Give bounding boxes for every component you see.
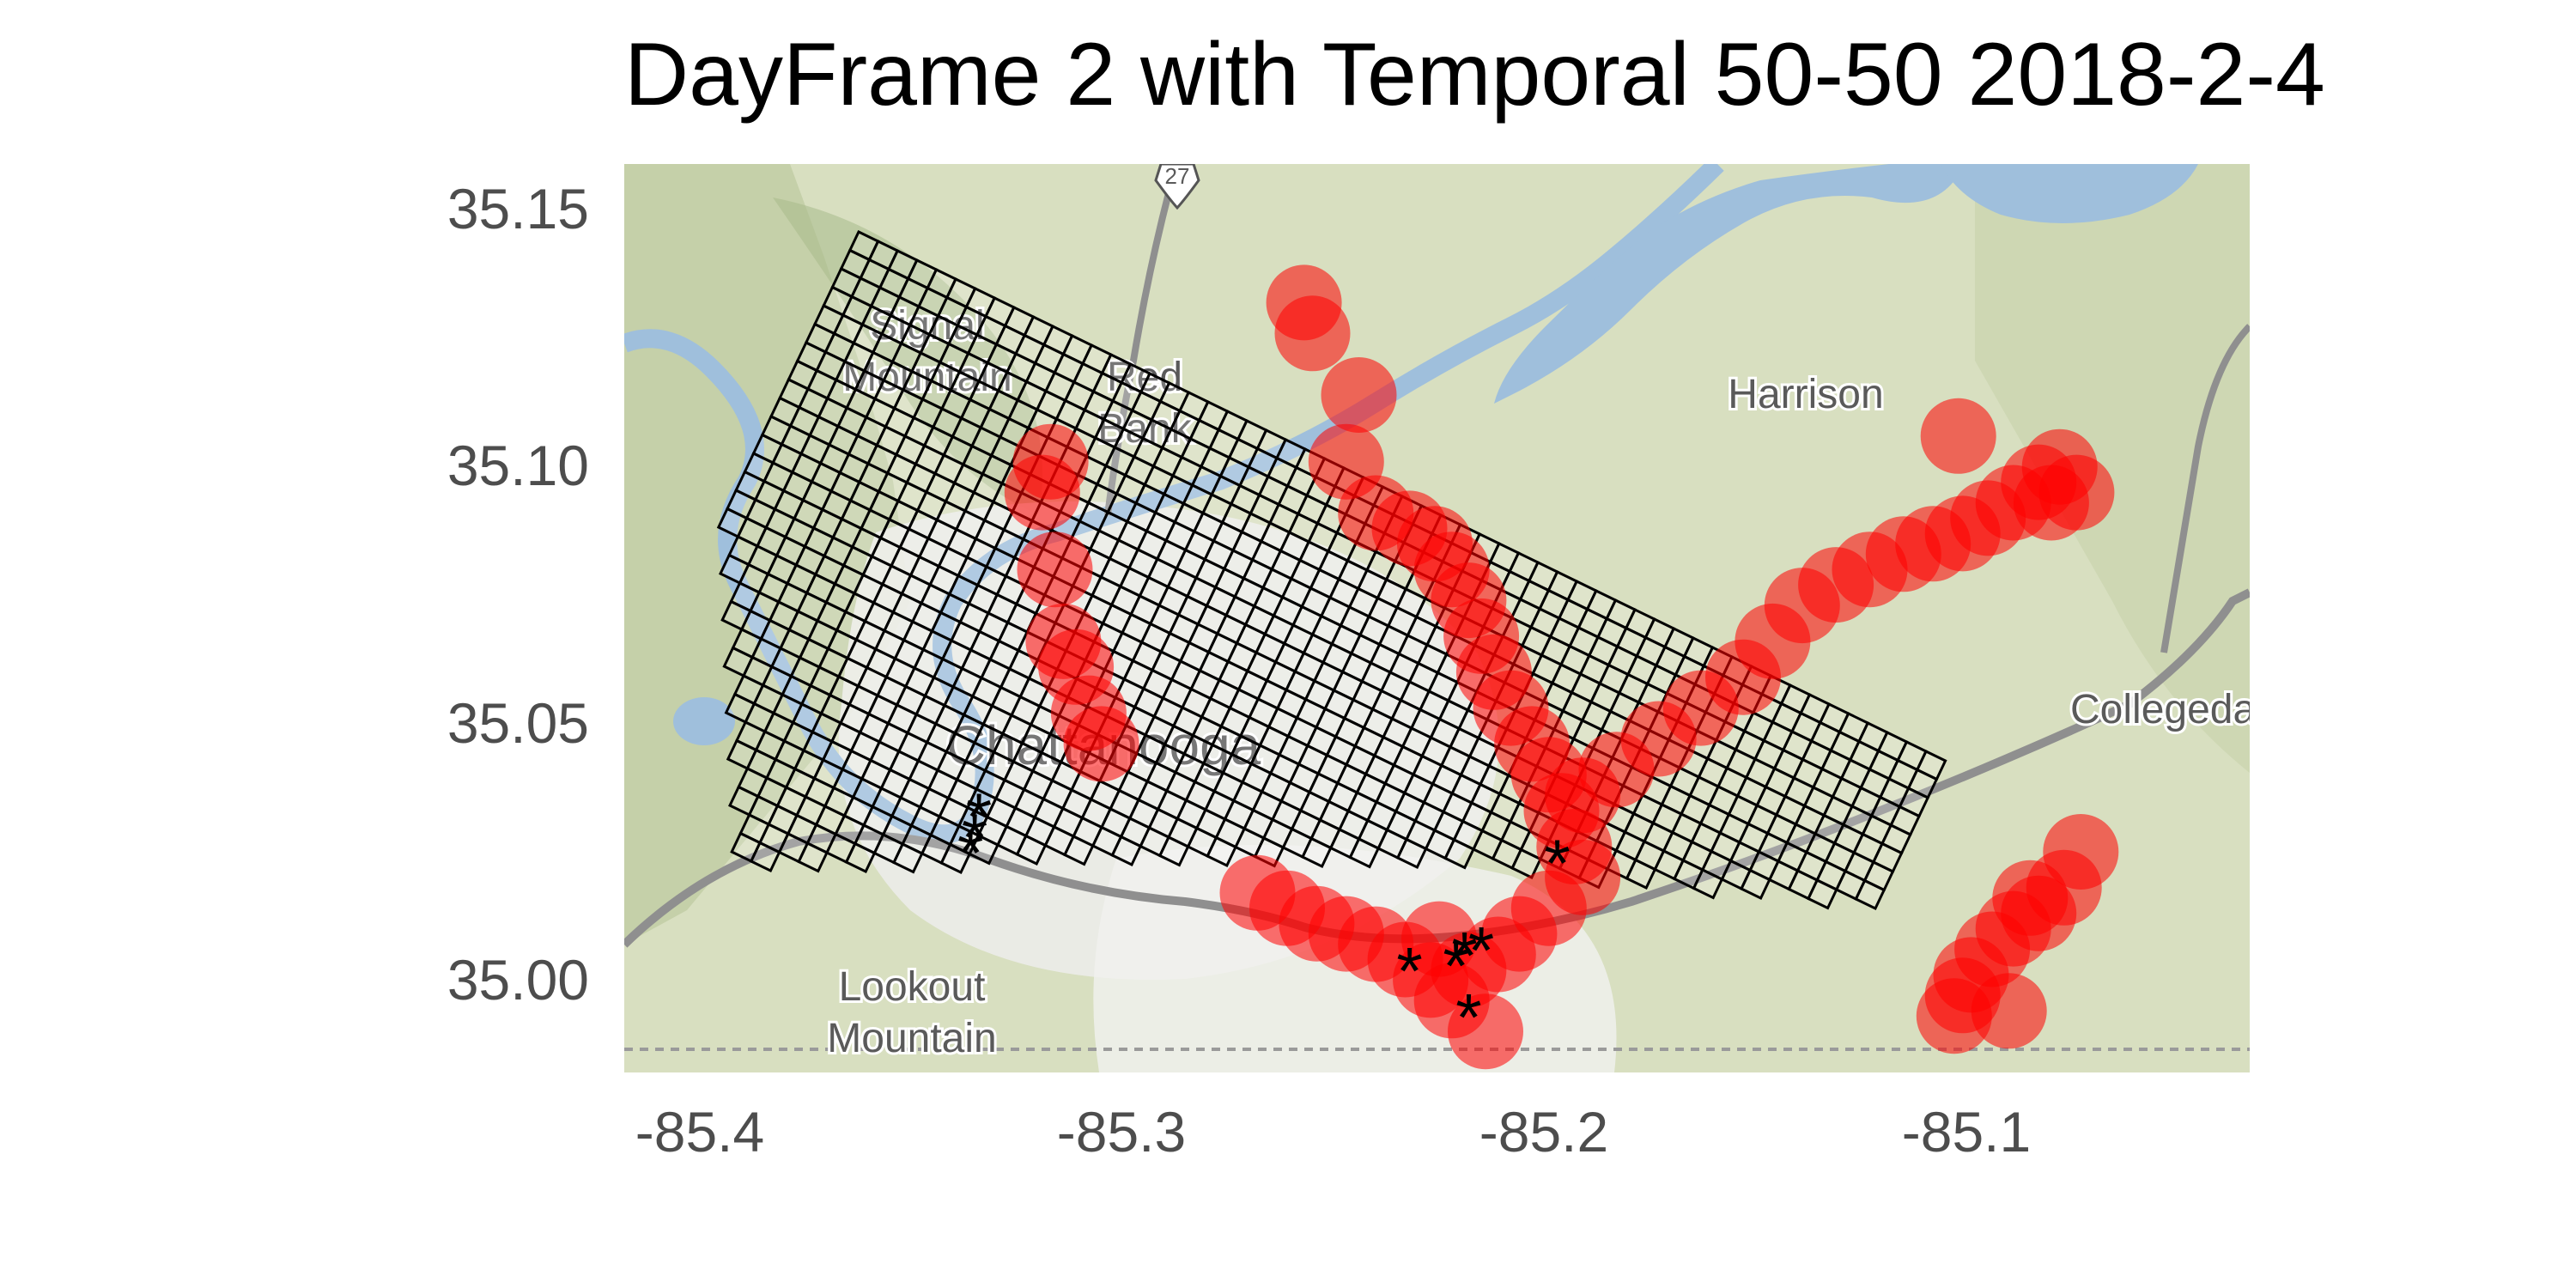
y-tick-label: 35.00 bbox=[447, 948, 589, 1012]
grid-cell bbox=[1395, 837, 1428, 870]
place-red-line1: Red bbox=[1107, 355, 1182, 400]
grid-cell bbox=[1692, 867, 1724, 900]
grid-cell bbox=[968, 833, 999, 866]
incident-marker: * bbox=[1443, 928, 1468, 1004]
hotspot-circle bbox=[1916, 978, 1992, 1054]
x-tick-label: -85.3 bbox=[1057, 1100, 1186, 1163]
hotspot-circle bbox=[1321, 357, 1397, 433]
incident-marker: * bbox=[957, 815, 983, 890]
highway-shield-icon bbox=[1154, 164, 1200, 210]
grid-cell bbox=[1015, 834, 1048, 866]
incident-marker: * bbox=[1455, 979, 1481, 1054]
hotspot-circle bbox=[1431, 932, 1507, 1008]
incident-marker: * bbox=[966, 779, 992, 854]
highway-east bbox=[2160, 324, 2250, 653]
y-axis: 35.15 35.10 35.05 35.00 bbox=[447, 177, 589, 1012]
terrain-ridge-signal bbox=[773, 197, 1042, 515]
hotspot-circle bbox=[1992, 860, 2069, 936]
hotspot-circle bbox=[1448, 993, 1523, 1070]
place-harrison: Harrison bbox=[1728, 372, 1883, 417]
highway-shield-label: 27 bbox=[1165, 163, 1190, 189]
grid-cell bbox=[844, 841, 877, 874]
y-tick-label: 35.15 bbox=[447, 177, 589, 240]
lake-north bbox=[1941, 164, 2198, 223]
grid-cell bbox=[1110, 835, 1143, 867]
hotspot-circle bbox=[1063, 706, 1139, 782]
hotspot-circle bbox=[1920, 398, 1996, 474]
grid-cell bbox=[1348, 836, 1381, 869]
hotspot-circle bbox=[1971, 973, 2047, 1049]
incident-marker: * bbox=[1396, 933, 1422, 1009]
lake-chickamauga bbox=[1494, 164, 1992, 404]
x-tick-label: -85.4 bbox=[635, 1100, 764, 1163]
y-tick-label: 35.05 bbox=[447, 691, 589, 755]
grid-cell bbox=[1157, 835, 1190, 867]
hotspot-circle bbox=[1274, 295, 1351, 372]
highway-north bbox=[1104, 164, 1180, 516]
incident-layer: **** ***** bbox=[957, 779, 1571, 1054]
grid-cell bbox=[749, 841, 781, 873]
figure-title: DayFrame 2 with Temporal 50-50 2018-2-4 bbox=[624, 25, 2325, 125]
grid-cell bbox=[1807, 878, 1838, 910]
grid-cell bbox=[1301, 836, 1333, 869]
y-tick-label: 35.10 bbox=[447, 434, 589, 497]
grid-cell bbox=[1740, 868, 1771, 901]
grid-cell bbox=[797, 841, 829, 873]
hotspot-circle bbox=[1017, 532, 1093, 608]
grid-cell bbox=[939, 842, 972, 875]
terrain-ridge-east bbox=[1975, 164, 2250, 773]
grid-cell bbox=[1625, 858, 1657, 890]
x-tick-label: -85.1 bbox=[1902, 1100, 2031, 1163]
grid-cell bbox=[1854, 878, 1886, 911]
grid-cell bbox=[1206, 835, 1237, 868]
incident-marker: * bbox=[962, 799, 987, 875]
place-lookout-line1: Lookout bbox=[839, 964, 986, 1010]
incident-marker: * bbox=[1544, 825, 1570, 901]
hotspot-circle bbox=[2013, 465, 2089, 541]
incident-marker: * bbox=[1451, 918, 1477, 993]
x-tick-label: -85.2 bbox=[1479, 1100, 1608, 1163]
place-collegedale: Collegeda bbox=[2070, 687, 2256, 732]
grid-cell bbox=[1063, 834, 1095, 866]
hotspot-layer bbox=[1004, 264, 2119, 1070]
grid-cell bbox=[1443, 837, 1475, 870]
lake-west bbox=[673, 697, 735, 745]
highway-shield: 27 bbox=[1154, 163, 1200, 210]
incident-marker: * bbox=[1468, 913, 1494, 988]
hotspot-circle bbox=[1004, 454, 1080, 531]
grid-cell bbox=[892, 841, 924, 874]
x-axis: -85.4 -85.3 -85.2 -85.1 bbox=[635, 1100, 2031, 1163]
place-lookout-line2: Mountain bbox=[827, 1016, 996, 1061]
